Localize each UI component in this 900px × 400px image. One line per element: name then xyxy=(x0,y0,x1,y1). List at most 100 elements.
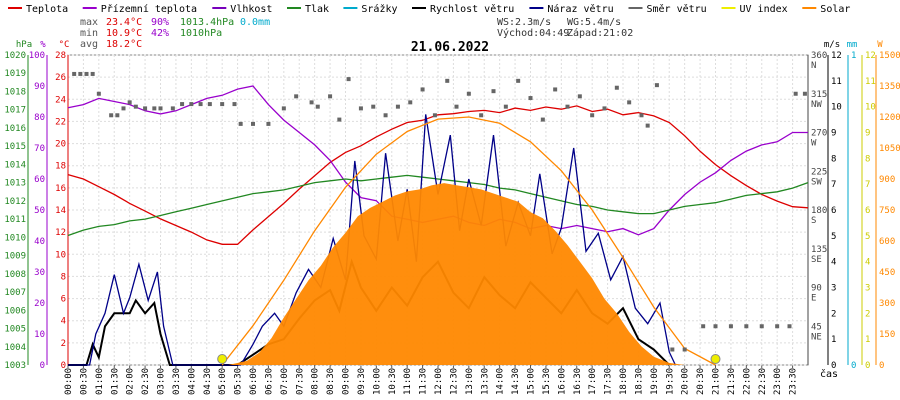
direction-tick-label: 315 xyxy=(811,90,827,100)
x-tick-label: 05:30 xyxy=(234,368,244,395)
x-tick-label: 12:30 xyxy=(449,368,459,395)
series-sm-r-v-tru-point xyxy=(540,117,545,122)
series-sm-r-v-tru-point xyxy=(238,121,243,126)
direction-direction-name: SE xyxy=(811,255,822,265)
wind-tick-label: 10 xyxy=(831,103,842,113)
legend-label-3: Tlak xyxy=(305,4,329,15)
solar-tick-label: 900 xyxy=(879,175,895,185)
stat-sunset: Západ:21:02 xyxy=(567,27,633,39)
stats-panel: max 23.4°C 90% 1013.4hPa 0.0mm min 10.9°… xyxy=(80,17,633,50)
x-tick-label: 11:30 xyxy=(419,368,429,395)
legend-label-4: Srážky xyxy=(361,3,397,15)
stat-min-press: 1010hPa xyxy=(180,28,222,39)
series-sm-r-v-tru-point xyxy=(383,113,388,118)
temperature-tick-label: 18 xyxy=(55,162,66,172)
series-sm-r-v-tru-point xyxy=(408,100,413,105)
temperature-tick-label: 0 xyxy=(61,361,66,371)
wind-tick-label: 3 xyxy=(831,284,836,294)
wind-tick-label: 1 xyxy=(831,335,836,345)
direction-tick-label: 360 xyxy=(811,51,827,61)
stat-sunrise: Východ:04:49 xyxy=(497,27,569,39)
x-tick-label: 14:00 xyxy=(496,368,506,395)
uv-tick-label: 0 xyxy=(865,361,870,371)
stat-avg-temp: 18.2°C xyxy=(106,39,142,50)
temperature-unit-label: °C xyxy=(59,40,70,50)
pressure-tick-label: 1009 xyxy=(4,252,26,262)
uv-tick-label: 7 xyxy=(865,180,870,190)
x-tick-label: 18:00 xyxy=(619,368,629,395)
humidity-unit-label: % xyxy=(40,40,46,50)
humidity-tick-label: 10 xyxy=(34,330,45,340)
pressure-tick-label: 1006 xyxy=(4,306,26,316)
series-uv-index-point xyxy=(217,354,228,364)
series-sm-r-v-tru-point xyxy=(294,94,299,99)
x-tick-label: 13:00 xyxy=(465,368,475,395)
series-sm-r-v-tru-point xyxy=(454,104,459,109)
plot-area xyxy=(67,71,809,366)
wind-tick-label: 11 xyxy=(831,77,842,87)
temperature-tick-label: 16 xyxy=(55,184,66,194)
series-sm-r-v-tru-point xyxy=(516,78,521,83)
stat-min-temp: 10.9°C xyxy=(106,28,142,39)
pressure-tick-label: 1014 xyxy=(4,160,26,170)
x-tick-label: 10:30 xyxy=(388,368,398,395)
x-tick-label: 21:30 xyxy=(727,368,737,395)
legend-label-2: Vlhkost xyxy=(230,4,272,15)
x-tick-label: 03:30 xyxy=(172,368,182,395)
x-tick-label: 02:30 xyxy=(141,368,151,395)
rain-unit-label: mm xyxy=(847,40,858,50)
wind-unit-label: m/s xyxy=(824,40,840,50)
solar-unit-label: W xyxy=(877,40,883,50)
x-tick-label: 00:30 xyxy=(79,368,89,395)
temperature-tick-label: 12 xyxy=(55,228,66,238)
series-sm-r-v-tru-point xyxy=(787,324,792,329)
series-sm-r-v-tru-point xyxy=(337,117,342,122)
temperature-tick-label: 2 xyxy=(61,339,66,349)
x-tick-label: 23:30 xyxy=(789,368,799,395)
stat-max-press: 1013.4hPa xyxy=(180,17,234,28)
x-tick-label: 01:30 xyxy=(110,368,120,395)
x-tick-label: 16:30 xyxy=(573,368,583,395)
pressure-tick-label: 1005 xyxy=(4,325,26,335)
x-tick-label: 21:00 xyxy=(712,368,722,395)
series-sm-r-v-tru-point xyxy=(565,104,570,109)
solar-tick-label: 300 xyxy=(879,299,895,309)
x-tick-label: 15:30 xyxy=(542,368,552,395)
series-sm-r-v-tru-point xyxy=(395,104,400,109)
legend-label-0: Teplota xyxy=(26,4,68,15)
uv-tick-label: 6 xyxy=(865,206,870,216)
series-sm-r-v-tru-point xyxy=(84,71,89,76)
series-sm-r-v-tru-point xyxy=(479,113,484,118)
legend-label-1: Přízemní teplota xyxy=(101,3,197,15)
temperature-tick-label: 6 xyxy=(61,295,66,305)
legend-label-7: Směr větru xyxy=(647,3,707,15)
x-tick-label: 09:30 xyxy=(357,368,367,395)
x-tick-label: 09:00 xyxy=(342,368,352,395)
series-sm-r-v-tru-point xyxy=(528,96,533,101)
pressure-tick-label: 1011 xyxy=(4,215,26,225)
series-sm-r-v-tru-point xyxy=(553,87,558,92)
direction-direction-name: E xyxy=(811,294,816,304)
solar-tick-label: 450 xyxy=(879,268,895,278)
temperature-tick-label: 24 xyxy=(55,95,66,105)
series-sm-r-v-tru-point xyxy=(180,102,185,107)
series-sm-r-v-tru-point xyxy=(793,91,798,96)
solar-tick-label: 1350 xyxy=(879,82,900,92)
direction-direction-name: NE xyxy=(811,332,822,342)
x-unit-label: čas xyxy=(820,368,838,380)
wind-tick-label: 2 xyxy=(831,309,836,319)
pressure-tick-label: 1013 xyxy=(4,179,26,189)
series-sm-r-v-tru-point xyxy=(121,106,126,111)
series-solar xyxy=(228,183,685,365)
direction-tick-label: 270 xyxy=(811,129,827,139)
legend-label-8: UV index xyxy=(740,4,788,15)
humidity-tick-label: 50 xyxy=(34,206,45,216)
x-tick-label: 12:00 xyxy=(434,368,444,395)
x-tick-label: 22:30 xyxy=(758,368,768,395)
humidity-tick-label: 80 xyxy=(34,113,45,123)
series-sm-r-v-tru-point xyxy=(109,113,114,118)
uv-tick-label: 1 xyxy=(865,335,870,345)
legend-label-5: Rychlost větru xyxy=(430,3,514,15)
stat-ws: WS:2.3m/s xyxy=(497,17,551,28)
wind-tick-label: 12 xyxy=(831,51,842,61)
